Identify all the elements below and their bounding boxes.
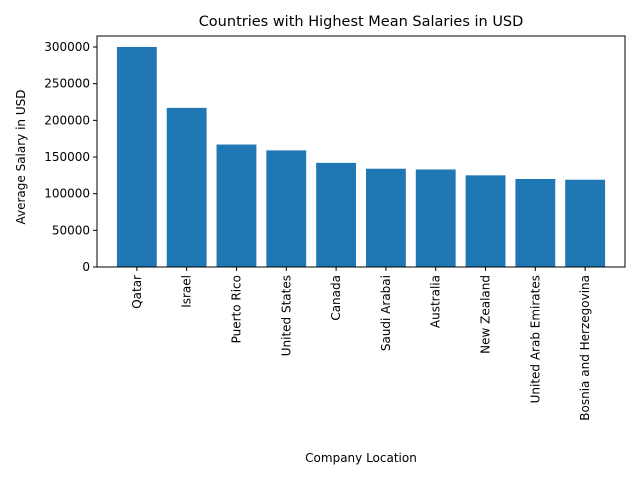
bar-israel xyxy=(166,107,207,267)
y-tick-label: 150000 xyxy=(44,150,90,164)
bar-canada xyxy=(316,162,357,267)
y-tick-label: 0 xyxy=(82,260,90,274)
x-tick-label: United Arab Emirates xyxy=(528,275,542,403)
x-axis-label: Company Location xyxy=(305,451,417,465)
x-tick-label: New Zealand xyxy=(479,275,493,354)
y-tick-label: 300000 xyxy=(44,40,90,54)
bar-qatar xyxy=(116,47,157,267)
bar-united-states xyxy=(266,150,307,267)
x-tick-label: Australia xyxy=(429,275,443,328)
bar-australia xyxy=(415,169,456,267)
bar-united-arab-emirates xyxy=(515,179,556,267)
y-tick-label: 250000 xyxy=(44,77,90,91)
plot-frame xyxy=(96,35,626,268)
y-tick-label: 200000 xyxy=(44,113,90,127)
bar-saudi-arabai xyxy=(365,168,406,267)
x-tick-label: United States xyxy=(279,275,293,356)
bar-puerto-rico xyxy=(216,144,257,267)
bar-new-zealand xyxy=(465,175,506,267)
x-tick-label: Qatar xyxy=(130,275,144,309)
x-tick-label: Israel xyxy=(180,275,194,308)
x-axis: Qatar Israel Puerto Rico United States Canad… xyxy=(130,267,592,421)
x-tick-label: Puerto Rico xyxy=(229,275,243,343)
x-tick-label: Canada xyxy=(329,275,343,321)
bar-bosnia-and-herzegovina xyxy=(565,179,606,267)
x-tick-label: Bosnia and Herzegovina xyxy=(578,275,592,421)
chart-title: Countries with Highest Mean Salaries in … xyxy=(199,14,524,30)
bars-group xyxy=(116,47,606,267)
y-axis: 0 50000 100000 150000 200000 250000 300000 xyxy=(44,40,97,274)
y-tick-label: 100000 xyxy=(44,187,90,201)
y-axis-label: Average Salary in USD xyxy=(14,90,28,225)
x-tick-label: Saudi Arabai xyxy=(379,275,393,351)
y-tick-label: 50000 xyxy=(52,223,90,237)
